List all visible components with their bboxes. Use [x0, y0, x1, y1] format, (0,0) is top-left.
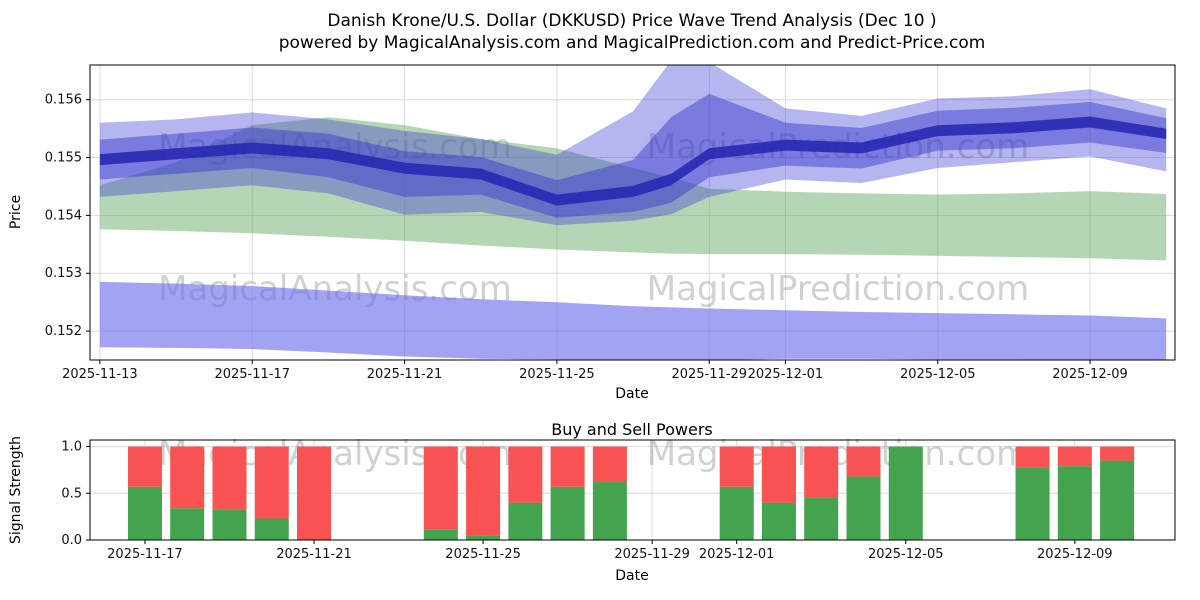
- power-xtick-label: 2025-11-25: [445, 547, 521, 562]
- price-xtick-label: 2025-11-25: [519, 367, 595, 382]
- sell-bar: [170, 446, 205, 509]
- sell-bar: [1057, 446, 1092, 467]
- power-xlabel: Date: [615, 568, 649, 584]
- buy-bar: [423, 529, 458, 540]
- price-xtick-label: 2025-11-21: [367, 367, 443, 382]
- sell-bar: [254, 446, 289, 519]
- sell-bar: [466, 446, 501, 536]
- sell-bar: [592, 446, 627, 483]
- figure-subtitle: powered by MagicalAnalysis.com and Magic…: [278, 33, 986, 53]
- power-ytick-label: 0.5: [61, 486, 82, 501]
- sell-bar: [550, 446, 585, 487]
- price-xtick-label: 2025-11-13: [62, 367, 138, 382]
- wave-core-band: [99, 116, 1167, 206]
- sell-bar: [297, 446, 332, 540]
- price-ylabel: Price: [8, 194, 24, 230]
- buy-bar: [212, 509, 247, 540]
- buy-bar: [888, 446, 923, 540]
- power-xtick-label: 2025-11-29: [614, 547, 690, 562]
- buy-bar: [254, 518, 289, 540]
- sell-bar: [1100, 446, 1135, 461]
- buy-bar: [1100, 460, 1135, 540]
- power-ytick-label: 1.0: [61, 440, 82, 455]
- price-bands-group: [99, 65, 1167, 360]
- power-xtick-label: 2025-11-21: [276, 547, 352, 562]
- power-ytick-label: 0.0: [61, 533, 82, 548]
- power-xtick-label: 2025-12-01: [699, 547, 775, 562]
- price-xtick-label: 2025-12-05: [900, 367, 976, 382]
- buy-bar: [804, 497, 839, 540]
- sell-bar: [761, 446, 796, 503]
- buy-bar: [1015, 467, 1050, 540]
- buy-bar: [761, 502, 796, 540]
- buy-bar: [127, 486, 162, 540]
- price-ytick-label: 0.154: [45, 208, 82, 223]
- sell-bar: [1015, 446, 1050, 468]
- lower-support-band: [99, 281, 1167, 360]
- price-ytick-label: 0.153: [45, 266, 82, 281]
- price-plot-border: [89, 64, 1176, 361]
- sell-bar: [127, 446, 162, 487]
- watermark: MagicalPrediction.com: [647, 269, 1030, 309]
- price-ytick-label: 0.156: [45, 93, 82, 108]
- buy-bar: [508, 502, 543, 540]
- sell-bar: [423, 446, 458, 530]
- power-plot-border: [89, 439, 1176, 541]
- buy-bar: [592, 482, 627, 540]
- buy-bar: [719, 486, 754, 540]
- wave-mid-band: [99, 93, 1167, 218]
- buy-bar: [466, 535, 501, 540]
- price-xtick-label: 2025-11-29: [671, 367, 747, 382]
- price-xtick-label: 2025-12-09: [1052, 367, 1128, 382]
- price-xtick-label: 2025-12-01: [748, 367, 824, 382]
- buy-bar: [550, 486, 585, 540]
- power-xtick-label: 2025-12-09: [1037, 547, 1113, 562]
- sell-bar: [804, 446, 839, 498]
- sell-bar: [846, 446, 881, 477]
- sell-bar: [212, 446, 247, 510]
- power-chart-title: Buy and Sell Powers: [551, 420, 713, 439]
- price-ytick-label: 0.152: [45, 324, 82, 339]
- buy-bar: [1057, 466, 1092, 540]
- power-xtick-label: 2025-12-05: [868, 547, 944, 562]
- price-xtick-label: 2025-11-17: [214, 367, 290, 382]
- sell-bar: [508, 446, 543, 503]
- buy-bar: [846, 476, 881, 540]
- sell-bar: [719, 446, 754, 487]
- power-xtick-label: 2025-11-17: [107, 547, 183, 562]
- wave-outer-band: [99, 65, 1167, 226]
- power-ylabel: Signal Strength: [8, 435, 24, 545]
- price-ytick-label: 0.155: [45, 151, 82, 166]
- buy-bar: [170, 508, 205, 540]
- price-xlabel: Date: [615, 386, 649, 402]
- figure-title: Danish Krone/U.S. Dollar (DKKUSD) Price …: [327, 11, 937, 31]
